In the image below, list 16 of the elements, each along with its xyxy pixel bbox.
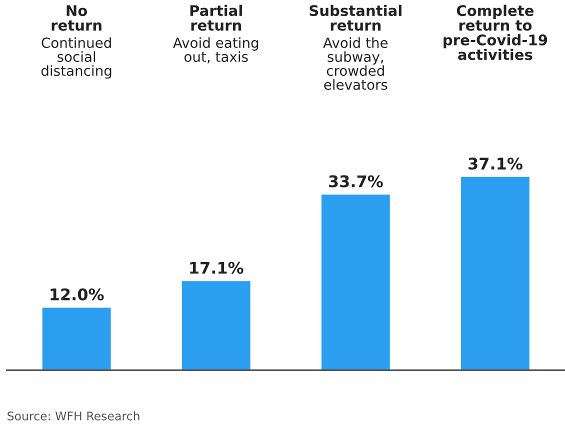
- data-label: 12.0%: [50, 288, 104, 300]
- bar: [42, 308, 111, 370]
- bar: [182, 281, 250, 370]
- x-tick-label: Complete return to pre-Covid-19 activities: [444, 4, 548, 60]
- x-tick-label: No return: [52, 5, 102, 31]
- data-label: 37.1%: [468, 158, 522, 170]
- data-label: 17.1%: [190, 262, 244, 274]
- source-note: Source: WFH Research: [8, 411, 140, 420]
- x-tick-label: Substantial return: [310, 4, 402, 31]
- x-tick-label: Partial return: [190, 4, 242, 31]
- data-label: 33.7%: [329, 175, 383, 188]
- text: Continued social distancing: [41, 37, 112, 79]
- text: Avoid eating out, taxis: [172, 37, 258, 64]
- text: Avoid the subway, crowded elevators: [323, 37, 388, 90]
- bar: [321, 194, 390, 370]
- bar: [461, 176, 530, 370]
